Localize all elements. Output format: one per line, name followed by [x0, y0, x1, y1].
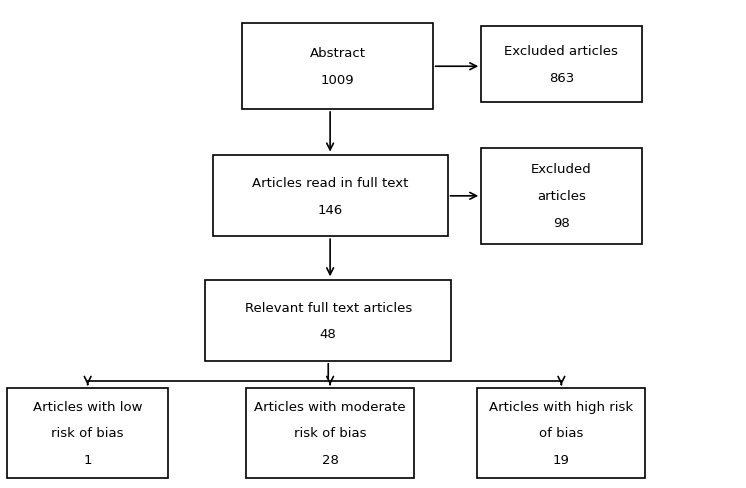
- Text: 863: 863: [549, 72, 574, 84]
- FancyBboxPatch shape: [246, 388, 414, 478]
- Text: Relevant full text articles: Relevant full text articles: [245, 301, 412, 314]
- FancyBboxPatch shape: [205, 281, 451, 361]
- FancyBboxPatch shape: [213, 156, 448, 237]
- Text: Articles read in full text: Articles read in full text: [252, 177, 408, 189]
- Text: risk of bias: risk of bias: [51, 427, 124, 440]
- Text: risk of bias: risk of bias: [294, 427, 366, 440]
- Text: 28: 28: [322, 453, 339, 467]
- FancyBboxPatch shape: [242, 24, 433, 110]
- Text: Articles with high risk: Articles with high risk: [489, 400, 633, 413]
- Text: Excluded articles: Excluded articles: [504, 45, 618, 58]
- Text: of bias: of bias: [539, 427, 583, 440]
- FancyBboxPatch shape: [7, 388, 168, 478]
- Text: 19: 19: [553, 453, 570, 467]
- Text: 146: 146: [318, 203, 342, 216]
- FancyBboxPatch shape: [477, 388, 645, 478]
- Text: 1: 1: [84, 453, 92, 467]
- Text: Excluded: Excluded: [531, 163, 592, 176]
- Text: 1009: 1009: [321, 74, 354, 87]
- FancyBboxPatch shape: [481, 149, 642, 244]
- Text: Abstract: Abstract: [310, 47, 366, 60]
- Text: Articles with moderate: Articles with moderate: [254, 400, 406, 413]
- FancyBboxPatch shape: [481, 27, 642, 102]
- Text: articles: articles: [537, 190, 586, 203]
- Text: 98: 98: [553, 217, 570, 230]
- Text: Articles with low: Articles with low: [33, 400, 142, 413]
- Text: 48: 48: [320, 328, 336, 341]
